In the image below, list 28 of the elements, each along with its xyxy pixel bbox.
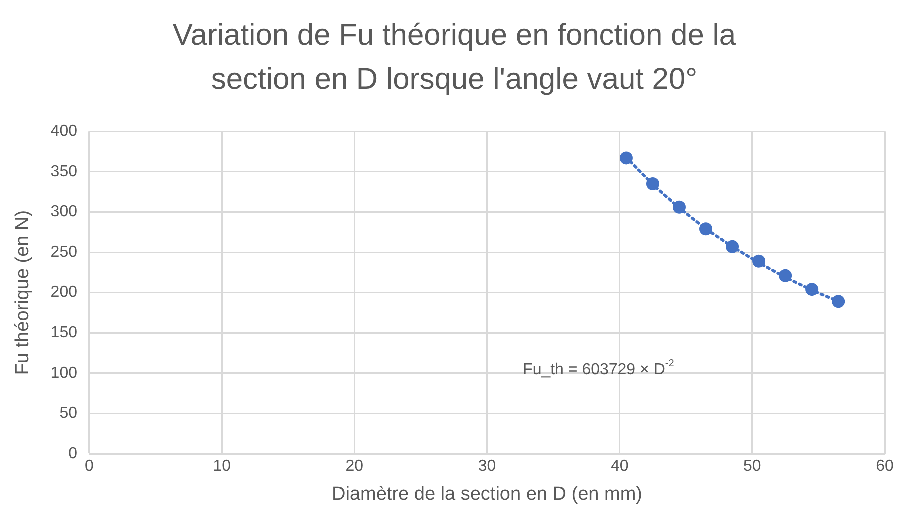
- point: [752, 254, 766, 268]
- y-tick-label: 150: [50, 324, 78, 342]
- y-tick-label: 100: [50, 364, 78, 382]
- y-axis-title: Fu théorique (en N): [12, 210, 34, 376]
- y-tick-label: 400: [50, 123, 78, 140]
- x-tick-label: 0: [85, 458, 94, 476]
- x-tick-label: 40: [610, 458, 629, 476]
- point: [726, 240, 740, 254]
- x-axis-title: Diamètre de la section en D (en mm): [332, 484, 642, 505]
- y-tick-label: 200: [50, 284, 78, 302]
- y-tick-label: 350: [50, 163, 78, 180]
- x-tick-label: 10: [213, 458, 232, 476]
- y-tick-label: 250: [50, 244, 78, 261]
- point: [779, 269, 792, 282]
- point: [672, 200, 686, 214]
- x-tick-label: 60: [876, 458, 894, 476]
- point: [832, 295, 846, 308]
- y-tick-label: 50: [60, 405, 78, 422]
- x-tick-label: 30: [478, 458, 496, 476]
- point: [806, 283, 819, 296]
- x-tick-label: 20: [346, 458, 364, 476]
- x-tick-label: 50: [744, 458, 762, 476]
- y-tick-label: 0: [68, 445, 78, 462]
- chart-title: Variation de Fu théorique en fonction de la section en D lorsque l'angle vaut 20°: [172, 18, 738, 98]
- point: [620, 152, 633, 165]
- y-tick-label: 300: [50, 204, 78, 221]
- point: [646, 177, 660, 190]
- point: [700, 222, 713, 236]
